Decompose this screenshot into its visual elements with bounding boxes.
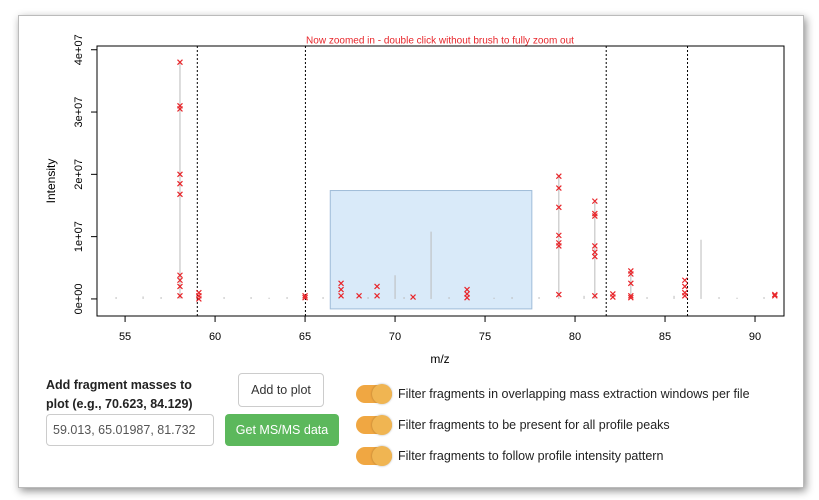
- x-tick-label: 60: [209, 331, 221, 343]
- fragment-point: [374, 292, 380, 299]
- y-tick-label: 3e+07: [73, 97, 85, 128]
- fragment-point: [177, 105, 183, 112]
- fragment-point: [177, 272, 183, 279]
- x-tick-label: 55: [119, 331, 131, 343]
- add-button[interactable]: Add to plot: [238, 373, 324, 407]
- y-tick-label: 1e+07: [73, 221, 85, 252]
- fragment-point: [177, 59, 183, 66]
- x-tick-label: 85: [659, 331, 671, 343]
- fragment-point: [555, 243, 562, 249]
- fragment-point: [627, 294, 634, 301]
- fragment-point: [177, 171, 183, 178]
- fragment-point: [338, 280, 344, 287]
- x-tick-label: 75: [479, 331, 491, 343]
- x-tick-label: 80: [569, 331, 581, 343]
- chart-title: Now zoomed in - double click without bru…: [306, 36, 574, 47]
- fragment-point: [591, 198, 598, 205]
- fragment-point: [591, 249, 598, 256]
- input-label: Add fragment masses to plot (e.g., 70.62…: [46, 378, 193, 411]
- fragment-point: [464, 286, 470, 293]
- fragment-point: [591, 253, 598, 260]
- fragment-point: [356, 292, 362, 299]
- fragment-point: [177, 277, 183, 284]
- fragment-point: [681, 283, 688, 290]
- fragment-point: [374, 283, 380, 290]
- y-tick-label: 0e+00: [73, 283, 85, 314]
- fragment-point: [681, 277, 688, 284]
- fragment-point: [177, 283, 183, 290]
- fragment-point: [591, 292, 598, 299]
- x-tick-label: 90: [749, 331, 761, 343]
- plot-box: [96, 45, 785, 317]
- fragment-point: [627, 271, 634, 277]
- fragment-point: [771, 291, 778, 298]
- y-axis-label: Intensity: [44, 159, 58, 204]
- fragment-point: [338, 286, 344, 293]
- toggle-label: Filter fragments to be present for all p…: [398, 418, 670, 432]
- fragment-point: [771, 292, 778, 299]
- chart: Now zoomed in - double click without bru…: [44, 34, 785, 366]
- toggle[interactable]: [356, 415, 392, 435]
- fragment-point: [302, 294, 308, 301]
- fragment-point: [627, 292, 634, 299]
- fragment-point: [591, 243, 598, 249]
- fragment-point: [681, 292, 688, 299]
- toggle-label: Filter fragments in overlapping mass ext…: [398, 387, 750, 401]
- fragment-point: [555, 291, 562, 298]
- fragment-point: [177, 180, 183, 187]
- fragment-point: [555, 204, 562, 211]
- toggle-label: Filter fragments to follow profile inten…: [398, 449, 664, 463]
- fragment-point: [555, 173, 562, 180]
- fragment-point: [555, 185, 562, 191]
- fragment-point: [410, 294, 416, 300]
- fragment-point: [464, 294, 470, 301]
- get-button[interactable]: Get MS/MS data: [225, 414, 339, 446]
- y-tick-label: 4e+07: [73, 34, 85, 65]
- fragment-point: [609, 294, 616, 300]
- fragment-point: [302, 292, 308, 299]
- x-axis-label: m/z: [430, 352, 449, 366]
- toggle[interactable]: [356, 446, 392, 466]
- x-tick-label: 65: [299, 331, 311, 343]
- toggle[interactable]: [356, 384, 392, 404]
- fragment-point: [177, 292, 183, 299]
- x-tick-label: 70: [389, 331, 401, 343]
- fragment-point: [177, 191, 183, 198]
- fragment-point: [627, 280, 634, 287]
- fragment-point: [555, 232, 562, 239]
- y-tick-label: 2e+07: [73, 159, 85, 190]
- fragment-point: [338, 292, 344, 299]
- fragment-point: [195, 296, 202, 302]
- mass-input[interactable]: 59.013, 65.01987, 81.732: [46, 414, 214, 446]
- fragment-point: [591, 213, 598, 219]
